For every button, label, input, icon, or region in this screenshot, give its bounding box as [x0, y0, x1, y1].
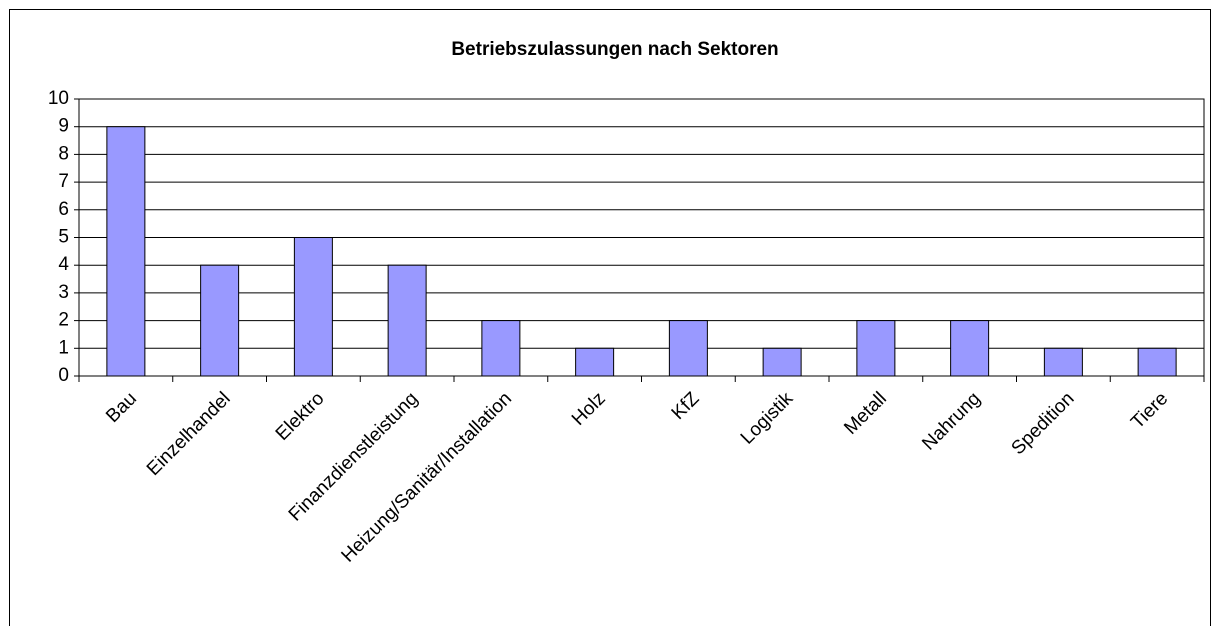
y-tick-label: 4	[58, 254, 69, 275]
bar	[668, 320, 708, 377]
y-tick-label: 7	[58, 171, 69, 192]
bar	[575, 347, 615, 377]
y-tick-label: 8	[58, 143, 69, 164]
y-tick-label: 3	[58, 282, 69, 303]
bar	[762, 347, 802, 377]
y-tick-label: 6	[58, 199, 69, 220]
bar	[481, 320, 521, 377]
bar	[293, 237, 333, 377]
bar	[1043, 347, 1083, 377]
bar	[200, 264, 240, 377]
y-tick-label: 0	[58, 365, 69, 386]
bar	[106, 126, 146, 377]
y-tick-label: 9	[58, 116, 69, 137]
chart-title: Betriebszulassungen nach Sektoren	[451, 39, 778, 60]
bar	[950, 320, 990, 377]
y-tick-label: 10	[48, 88, 69, 109]
y-tick-label: 5	[58, 227, 69, 248]
y-tick-label: 1	[58, 337, 69, 358]
bar	[387, 264, 427, 377]
y-tick-label: 2	[58, 310, 69, 331]
bar	[1137, 347, 1177, 377]
bar	[856, 320, 896, 377]
